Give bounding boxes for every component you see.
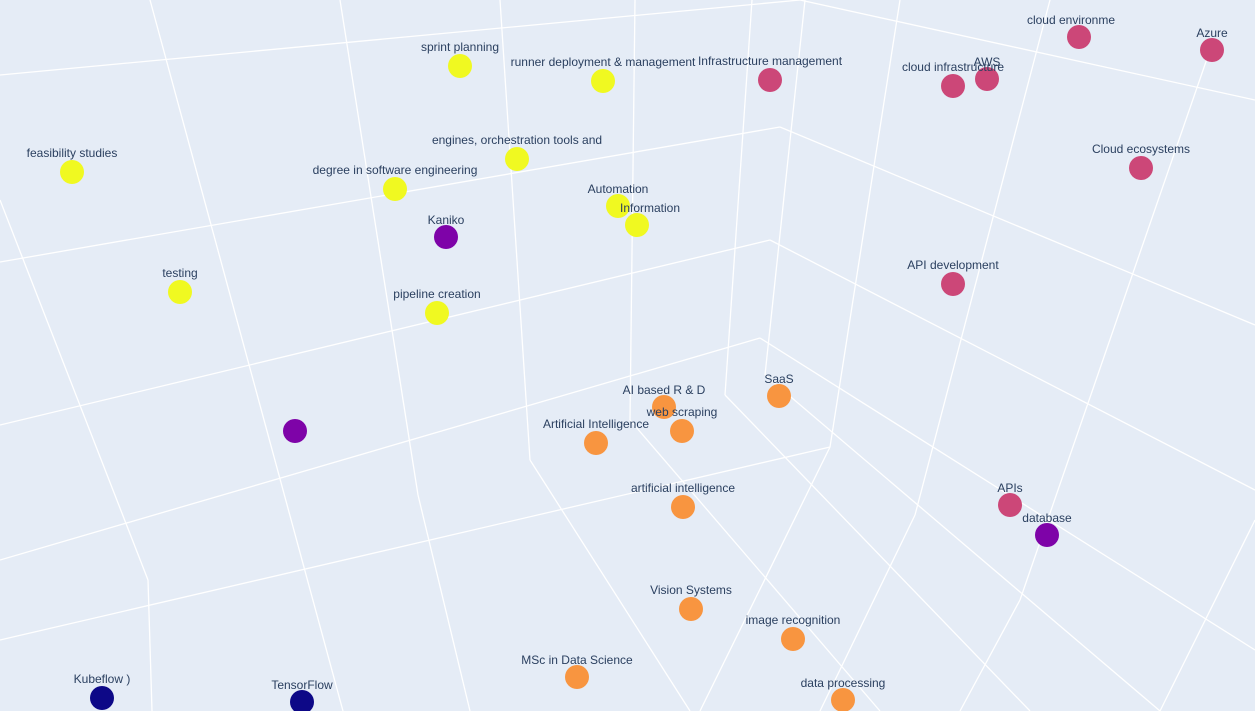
scatter-point[interactable] [671, 495, 695, 519]
scatter-point[interactable] [60, 160, 84, 184]
scatter-point[interactable] [625, 213, 649, 237]
point-label: Information [620, 201, 680, 215]
grid-line [339, 0, 419, 496]
scatter-point[interactable] [283, 419, 307, 443]
scatter-point[interactable] [1200, 38, 1224, 62]
scatter-point[interactable] [998, 493, 1022, 517]
point-label: degree in software engineering [313, 163, 478, 177]
scatter-point[interactable] [1067, 25, 1091, 49]
scatter-point[interactable] [781, 627, 805, 651]
point-label: data processing [801, 676, 886, 690]
grid-line [0, 239, 771, 426]
grid-line [769, 239, 1255, 491]
scatter-point[interactable] [652, 395, 676, 419]
scatter-point[interactable] [591, 69, 615, 93]
grid-line [1019, 49, 1211, 601]
grid-line [147, 579, 153, 711]
grid-line [499, 0, 531, 461]
point-label: sprint planning [421, 40, 499, 54]
point-label: database [1022, 511, 1072, 525]
grid-line [529, 459, 691, 711]
grid-line [799, 0, 1255, 101]
labels-layer: sprint planning runner deployment & manag… [27, 13, 1228, 692]
grid-line [764, 0, 806, 376]
grid-line [724, 0, 753, 396]
point-label: AI based R & D [623, 383, 706, 397]
point-label: testing [162, 266, 197, 280]
grid-line [829, 0, 901, 448]
scatter-point[interactable] [831, 688, 855, 711]
grid-line [1159, 519, 1255, 711]
grid-line [0, 199, 149, 581]
grid-line [0, 446, 831, 641]
points-layer [60, 25, 1224, 711]
grid-line [914, 0, 1051, 516]
point-label: API development [907, 258, 999, 272]
scatter-point[interactable] [448, 54, 472, 78]
grid-line [417, 494, 471, 711]
scatter-point[interactable] [767, 384, 791, 408]
point-label: Kaniko [428, 213, 465, 227]
scatter-point[interactable] [670, 419, 694, 443]
scatter-point[interactable] [758, 68, 782, 92]
point-label: Vision Systems [650, 583, 732, 597]
scatter-point[interactable] [90, 686, 114, 710]
point-label: engines, orchestration tools and [432, 133, 602, 147]
scatter-point[interactable] [290, 690, 314, 711]
point-label: pipeline creation [393, 287, 480, 301]
point-label: feasibility studies [27, 146, 118, 160]
grid-line [0, 0, 801, 76]
scatter-point[interactable] [1035, 523, 1059, 547]
point-label: Infrastructure management [698, 54, 843, 68]
grid-line [959, 599, 1021, 711]
scatter-point[interactable] [975, 67, 999, 91]
grid-line [779, 126, 1255, 326]
scatter-point[interactable] [168, 280, 192, 304]
scatter-point[interactable] [434, 225, 458, 249]
scatter-point[interactable] [941, 272, 965, 296]
point-label: image recognition [746, 613, 841, 627]
point-label: Cloud ecosystems [1092, 142, 1190, 156]
point-label: web scraping [646, 405, 718, 419]
scatter-point[interactable] [505, 147, 529, 171]
grid-line [819, 514, 916, 711]
grid-line [724, 394, 1031, 711]
point-label: artificial intelligence [631, 481, 735, 495]
point-label: cloud infrastructure [902, 60, 1004, 74]
scatter-point[interactable] [679, 597, 703, 621]
grid-line [629, 419, 881, 711]
point-label: Automation [588, 182, 649, 196]
point-label: Azure [1196, 26, 1228, 40]
scatter-point[interactable] [565, 665, 589, 689]
grid-line [699, 446, 831, 711]
scatter-point[interactable] [1129, 156, 1153, 180]
point-label: Artificial Intelligence [543, 417, 649, 431]
point-label: cloud environme [1027, 13, 1115, 27]
point-label: APIs [997, 481, 1022, 495]
grid-line [149, 0, 344, 711]
grid-line [629, 0, 636, 421]
point-label: AWS [974, 55, 1001, 69]
point-label: TensorFlow [271, 678, 333, 692]
point-label: runner deployment & management [511, 55, 696, 69]
grid-line [0, 337, 761, 561]
scatter-point[interactable] [383, 177, 407, 201]
grid-line [764, 374, 1161, 711]
point-label: SaaS [764, 372, 793, 386]
scatter-point[interactable] [425, 301, 449, 325]
scatter-point[interactable] [606, 194, 630, 218]
point-label: MSc in Data Science [521, 653, 633, 667]
scatter-point[interactable] [584, 431, 608, 455]
scatter-point[interactable] [941, 74, 965, 98]
point-label: Kubeflow ) [74, 672, 131, 686]
